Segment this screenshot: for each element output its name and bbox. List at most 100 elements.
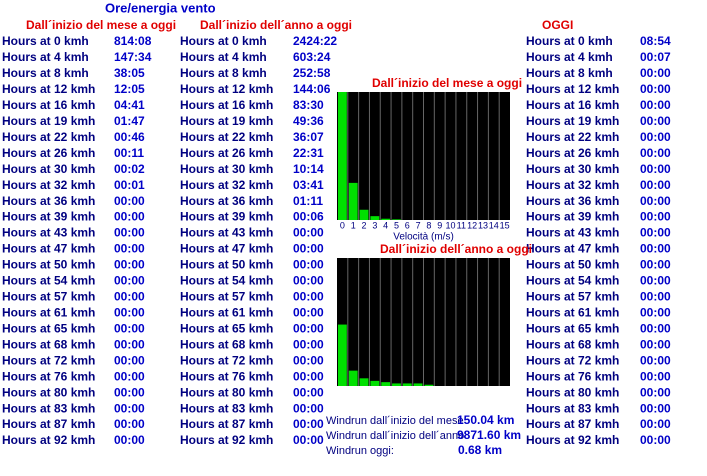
row-value: 00:00 (114, 369, 145, 383)
row-value: 00:00 (640, 66, 671, 80)
row-label: Hours at 65 kmh (2, 321, 95, 335)
x-tick-label: 9 (437, 220, 442, 230)
row-value: 08:54 (640, 34, 671, 48)
row-value: 252:58 (293, 66, 331, 80)
row-label: Hours at 50 kmh (526, 258, 619, 272)
row-label: Hours at 36 kmh (2, 194, 95, 208)
row-value: 10:14 (293, 162, 324, 176)
row-label: Hours at 80 kmh (2, 385, 95, 399)
row-value: 00:00 (114, 433, 145, 447)
bar (413, 383, 423, 386)
row-label: Hours at 30 kmh (2, 162, 95, 176)
row-value: 00:00 (640, 321, 671, 335)
row-value: 00:00 (640, 353, 671, 367)
row-value: 603:24 (293, 50, 331, 64)
row-value: 144:06 (293, 82, 331, 96)
row-value: 01:47 (114, 114, 145, 128)
bar (338, 92, 347, 220)
row-label: Hours at 65 kmh (526, 321, 619, 335)
row-label: Hours at 19 kmh (180, 114, 273, 128)
row-label: Hours at 72 kmh (2, 353, 95, 367)
row-label: Hours at 4 kmh (2, 50, 89, 64)
row-value: 00:00 (640, 242, 671, 256)
x-tick-label: 11 (457, 220, 466, 230)
row-label: Hours at 8 kmh (526, 66, 613, 80)
row-label: Hours at 83 kmh (526, 401, 619, 415)
row-label: Hours at 12 kmh (2, 82, 95, 96)
row-value: 00:46 (114, 130, 145, 144)
row-value: 04:41 (114, 98, 145, 112)
row-value: 00:00 (293, 290, 324, 304)
row-value: 00:01 (114, 178, 145, 192)
column-header: Dall´inizio del mese a oggi (26, 18, 176, 32)
row-value: 00:00 (293, 242, 324, 256)
x-tick-label: 13 (478, 220, 488, 230)
row-value: 00:00 (640, 226, 671, 240)
bar (381, 218, 391, 220)
row-label: Hours at 26 kmh (180, 146, 273, 160)
row-label: Hours at 61 kmh (2, 305, 95, 319)
row-value: 00:00 (640, 162, 671, 176)
row-value: 00:00 (114, 353, 145, 367)
row-label: Hours at 61 kmh (180, 305, 273, 319)
row-label: Hours at 57 kmh (526, 290, 619, 304)
row-value: 00:06 (293, 210, 324, 224)
bar (370, 216, 380, 220)
x-tick-label: 12 (467, 220, 477, 230)
page-title: Ore/energia vento (105, 0, 216, 15)
row-label: Hours at 83 kmh (180, 401, 273, 415)
row-value: 00:00 (640, 178, 671, 192)
row-value: 00:00 (640, 305, 671, 319)
row-label: Hours at 68 kmh (180, 337, 273, 351)
row-label: Hours at 87 kmh (2, 417, 95, 431)
row-value: 00:00 (293, 433, 324, 447)
row-value: 00:00 (640, 146, 671, 160)
row-value: 00:00 (640, 194, 671, 208)
row-value: 00:00 (640, 98, 671, 112)
row-value: 22:31 (293, 146, 324, 160)
row-value: 00:00 (293, 417, 324, 431)
row-value: 00:11 (114, 146, 144, 160)
row-label: Hours at 16 kmh (2, 98, 95, 112)
row-value: 00:00 (640, 82, 671, 96)
row-value: 00:00 (640, 417, 671, 431)
row-label: Hours at 39 kmh (180, 210, 273, 224)
row-label: Hours at 22 kmh (180, 130, 273, 144)
bar (402, 383, 412, 386)
row-label: Hours at 92 kmh (2, 433, 95, 447)
row-label: Hours at 47 kmh (180, 242, 273, 256)
row-label: Hours at 54 kmh (2, 274, 95, 288)
row-label: Hours at 22 kmh (2, 130, 95, 144)
row-value: 00:02 (114, 162, 145, 176)
row-label: Hours at 0 kmh (180, 34, 267, 48)
row-label: Hours at 57 kmh (2, 290, 95, 304)
x-tick-label: 7 (416, 220, 421, 230)
row-value: 00:00 (640, 210, 671, 224)
bar (424, 384, 434, 386)
row-value: 00:00 (293, 305, 324, 319)
row-label: Hours at 12 kmh (526, 82, 619, 96)
row-value: 00:00 (114, 242, 145, 256)
row-label: Hours at 16 kmh (180, 98, 273, 112)
row-value: 2424:22 (293, 34, 337, 48)
row-label: Hours at 76 kmh (526, 369, 619, 383)
column-header: Dall´inizio dell´anno a oggi (200, 18, 352, 32)
row-label: Hours at 57 kmh (180, 290, 273, 304)
row-value: 38:05 (114, 66, 145, 80)
windrun-label: Windrun dall´inizio dell´anno (326, 430, 464, 442)
bar (392, 383, 401, 386)
row-value: 00:00 (114, 417, 145, 431)
row-label: Hours at 47 kmh (2, 242, 95, 256)
chart-title: Dall´inizio del mese a oggi (372, 76, 522, 90)
row-value: 83:30 (293, 98, 324, 112)
bar (348, 182, 358, 220)
row-label: Hours at 76 kmh (2, 369, 95, 383)
row-value: 00:00 (640, 433, 671, 447)
row-label: Hours at 54 kmh (526, 274, 619, 288)
row-label: Hours at 0 kmh (526, 34, 613, 48)
x-tick-label: 0 (340, 220, 345, 230)
row-label: Hours at 32 kmh (526, 178, 619, 192)
row-value: 00:00 (114, 210, 145, 224)
row-value: 00:00 (114, 290, 145, 304)
x-tick-label: 5 (394, 220, 399, 230)
